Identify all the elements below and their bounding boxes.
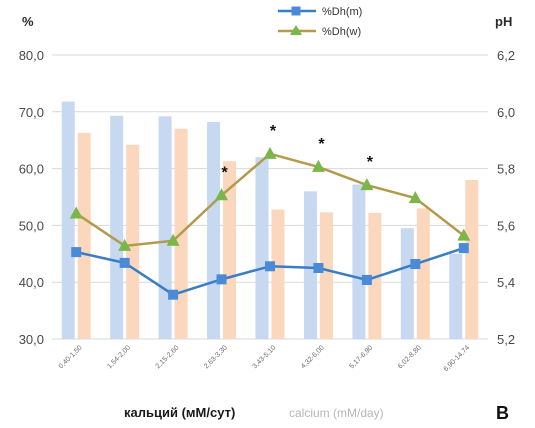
bar-2 [223,161,237,339]
legend-square-marker [291,6,301,16]
legend-triangle-marker [290,25,302,35]
x-tick-label: 1,54-2,00 [106,344,132,370]
x-tick-label: 3,43-5,10 [252,344,278,370]
point-triangle [118,238,132,251]
significance-star: * [318,136,325,153]
right-tick-label: 5,8 [497,162,515,177]
point-triangle [69,206,83,219]
point-square [119,257,130,268]
x-tick-label: 2,63-3,30 [203,344,229,370]
x-tick-label: 4,32-6,00 [300,344,326,370]
left-tick-label: 40,0 [19,275,44,290]
bar-1 [400,228,414,339]
left-axis-ticks: 30,0 40,0 50,0 60,0 70,0 80,0 [19,48,44,347]
series-markers [69,146,471,300]
significance-star: * [270,123,277,140]
point-triangle [408,191,422,204]
right-tick-label: 5,6 [497,218,515,233]
right-tick-label: 5,4 [497,275,515,290]
right-tick-label: 5,2 [497,332,515,347]
panel-letter: В [496,403,509,423]
bar-1 [61,101,75,340]
bar-1 [158,116,172,340]
point-square [361,274,372,285]
point-triangle [360,178,374,191]
point-square [265,261,275,272]
legend-label-w: %Dh(w) [322,26,361,38]
bar-1 [110,115,124,339]
bar-1 [207,122,221,339]
x-tick-label: 0,40-1,50 [58,344,84,370]
point-triangle [263,146,277,159]
right-tick-label: 6,0 [497,105,515,120]
x-axis-label-ru: кальций (мМ/сут) [124,405,235,420]
bar-1 [255,157,269,339]
bar-2 [465,179,479,339]
bar-2 [271,209,285,339]
legend-label-m: %Dh(m) [322,6,362,18]
bar-2 [319,212,333,339]
x-tick-label: 6,90-14,74 [443,344,472,373]
point-triangle [215,188,229,201]
x-tick-label: 2,15-2,60 [155,344,181,370]
left-tick-label: 80,0 [19,48,44,63]
right-axis-label: pH [495,14,512,29]
left-tick-label: 30,0 [19,332,44,347]
point-triangle [311,159,325,172]
bar-1 [303,191,317,339]
point-triangle [457,228,471,241]
legend: %Dh(m) %Dh(w) [278,6,362,38]
significance-star: * [221,164,228,181]
x-tick-label: 6,02-8,80 [397,344,423,370]
point-square [313,263,324,273]
significance-star: * [367,154,374,171]
bar-2 [77,132,91,339]
bar-2 [416,208,430,339]
gridlines [52,54,488,340]
right-tick-label: 6,2 [497,48,515,63]
right-axis-ticks: 5,2 5,4 5,6 5,8 6,0 6,2 [497,48,515,347]
x-tick-label: 5,17-6,90 [348,344,374,370]
significance-marks: * * * * [221,123,373,181]
left-tick-label: 70,0 [19,105,44,120]
bar-2 [368,212,382,339]
point-square [216,274,227,285]
point-triangle [166,233,180,246]
x-axis-ticks: 0,40-1,50 1,54-2,00 2,15-2,60 2,63-3,30 3,43… [58,344,471,373]
left-tick-label: 50,0 [19,218,44,233]
bar-1 [352,184,366,339]
point-square [71,247,82,258]
left-axis-label: % [22,14,34,29]
bar-2 [126,144,140,339]
left-tick-label: 60,0 [19,162,44,177]
point-square [458,243,469,254]
point-square [168,289,179,300]
x-axis-label-en: calcium (mM/day) [289,406,384,420]
bar-1 [449,253,463,339]
point-square [410,259,421,270]
